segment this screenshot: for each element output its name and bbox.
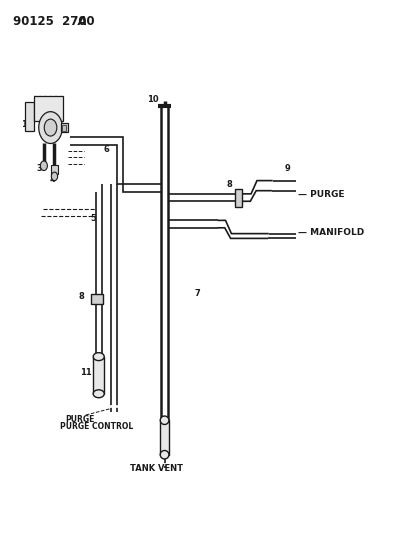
Bar [61,123,68,132]
Bar [34,96,63,120]
Bar [234,189,242,207]
Text: 1: 1 [21,120,27,129]
Bar [91,294,103,304]
Bar [25,102,34,131]
Text: — MANIFOLD: — MANIFOLD [298,228,365,237]
Bar [160,420,169,455]
Text: 10: 10 [147,95,158,104]
Circle shape [40,161,48,171]
Circle shape [51,172,58,181]
Ellipse shape [93,353,104,361]
Text: 6: 6 [104,146,110,155]
Text: 8: 8 [79,292,85,301]
Ellipse shape [93,390,104,398]
Text: 7: 7 [194,288,200,297]
Circle shape [44,119,57,136]
Text: 9: 9 [284,164,290,173]
Ellipse shape [160,450,169,459]
Text: PURGE: PURGE [65,415,95,424]
Bar [93,357,104,394]
Text: TANK VENT: TANK VENT [130,464,183,473]
Text: 3: 3 [37,164,42,173]
Text: PURGE CONTROL: PURGE CONTROL [59,422,133,431]
Text: 4: 4 [50,174,55,183]
Text: 5: 5 [90,214,96,223]
Text: 2: 2 [34,98,40,107]
Text: — PURGE: — PURGE [298,190,345,199]
Text: 90125  2700: 90125 2700 [13,14,95,28]
Bar [51,165,58,174]
Bar [62,125,66,131]
Text: 11: 11 [80,368,92,377]
Circle shape [39,112,62,143]
Text: 8: 8 [226,180,232,189]
Text: A: A [78,14,87,28]
Ellipse shape [160,416,169,424]
